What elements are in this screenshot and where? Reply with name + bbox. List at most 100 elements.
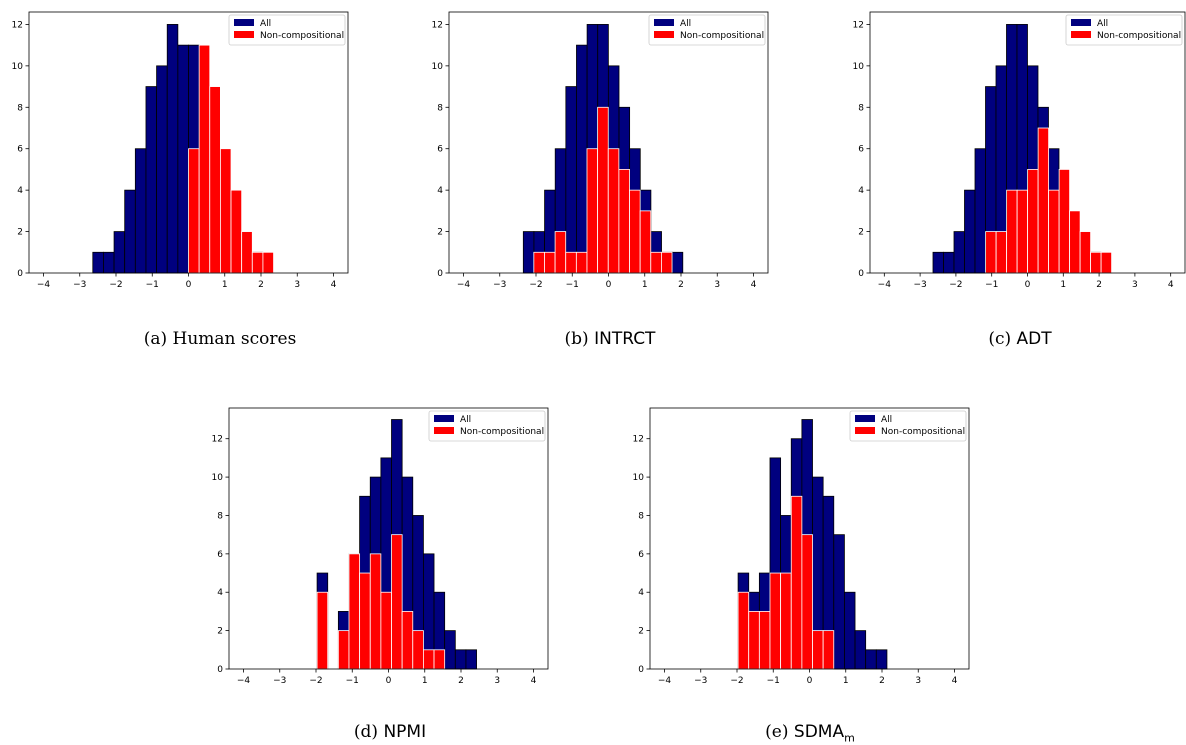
x-tick-label: −4: [237, 676, 251, 686]
histogram-panel-a: −4 −3 −2 −1 0 1 2 3 4 0 2 4 6 8 10 12 All Non-composition…: [0, 0, 360, 300]
legend-label-noncomp: Non-compositional: [260, 31, 344, 41]
x-tick-label: 4: [531, 676, 537, 686]
bar-all: [875, 649, 888, 670]
x-tick-label: 3: [714, 280, 720, 290]
bar-noncomp: [1090, 251, 1102, 274]
bar-noncomp: [790, 495, 803, 670]
bar-noncomp: [1048, 189, 1060, 274]
x-tick-label: 3: [494, 676, 500, 686]
x-tick-label: 2: [1096, 280, 1102, 290]
caption-b: (b) INTRCT: [500, 329, 720, 349]
y-tick-label: 8: [858, 103, 864, 113]
caption-b-name: INTRCT: [594, 329, 656, 349]
bar-all: [454, 649, 467, 670]
y-tick-label: 12: [212, 435, 223, 445]
bar-all: [833, 534, 845, 670]
x-tick-label: −1: [767, 676, 780, 686]
x-tick-label: 0: [386, 676, 392, 686]
bar-noncomp: [1079, 231, 1092, 274]
x-tick-label: 0: [606, 280, 612, 290]
y-tick-label: 12: [432, 20, 443, 30]
legend-swatch-noncomp: [855, 427, 875, 434]
legend-label-noncomp: Non-compositional: [1097, 31, 1181, 41]
x-tick-label: 2: [879, 676, 885, 686]
legend-box: [1065, 14, 1183, 46]
bar-noncomp: [316, 591, 329, 670]
x-tick-label: 1: [222, 280, 228, 290]
x-tick-label: 4: [952, 676, 958, 686]
caption-e: (e) SDMAm: [710, 722, 910, 744]
legend-box: [648, 14, 766, 46]
bar-noncomp: [769, 572, 782, 670]
legend-box: [428, 410, 546, 442]
legend-label-all: All: [260, 19, 271, 29]
y-tick-label: 8: [638, 511, 644, 521]
bar-all: [865, 649, 877, 670]
y-tick-label: 10: [432, 62, 444, 72]
bar-noncomp: [650, 251, 662, 274]
legend-label-all: All: [881, 415, 892, 425]
caption-b-label: (b): [564, 329, 589, 349]
legend-swatch-noncomp: [434, 427, 454, 434]
bar-all: [844, 591, 856, 670]
x-tick-label: 3: [294, 280, 300, 290]
bar-all: [522, 231, 535, 274]
y-tick-label: 12: [12, 20, 23, 30]
bar-noncomp: [995, 231, 1008, 274]
x-tick-label: 1: [843, 676, 849, 686]
x-tick-label: −3: [273, 676, 286, 686]
bar-noncomp: [618, 169, 630, 274]
caption-e-label: (e): [765, 722, 789, 742]
bar-noncomp: [369, 553, 382, 670]
x-tick-label: −1: [346, 676, 359, 686]
x-tick-label: −1: [985, 280, 998, 290]
bar-noncomp: [348, 553, 361, 670]
legend-label-all: All: [460, 415, 471, 425]
y-tick-label: 0: [638, 665, 644, 675]
bar-noncomp: [1069, 210, 1081, 274]
bar-noncomp: [241, 231, 253, 274]
histogram-panel-c: −4 −3 −2 −1 0 1 2 3 4 0 2 4 6 8 10 12 All Non-composition…: [841, 0, 1186, 300]
y-tick-label: 8: [217, 511, 223, 521]
histogram-d-plot: −4 −3 −2 −1 0 1 2 3 4024681012AllNon-composition…: [212, 407, 549, 686]
bar-noncomp: [748, 611, 760, 670]
bar-all: [134, 148, 147, 274]
bar-noncomp: [423, 649, 435, 670]
caption-d-label: (d): [353, 722, 379, 742]
bar-noncomp: [1006, 189, 1018, 274]
y-tick-label: 0: [17, 269, 23, 279]
x-tick-label: −2: [730, 676, 743, 686]
x-tick-label: −1: [146, 280, 159, 290]
legend-swatch-all: [654, 19, 674, 26]
y-tick-label: 2: [217, 627, 223, 637]
bar-noncomp: [359, 572, 371, 670]
legend-label-noncomp: Non-compositional: [680, 31, 764, 41]
y-tick-label: 10: [853, 62, 865, 72]
caption-a: (a) Human scores: [110, 329, 330, 349]
x-tick-label: −4: [878, 280, 892, 290]
y-tick-label: 6: [217, 550, 223, 560]
x-tick-label: −2: [109, 280, 122, 290]
legend-label-all: All: [680, 19, 691, 29]
bar-noncomp: [812, 630, 824, 670]
y-tick-label: 2: [858, 228, 864, 238]
legend-swatch-noncomp: [234, 31, 254, 38]
bar-noncomp: [391, 534, 403, 670]
y-tick-label: 10: [633, 473, 645, 483]
bar-noncomp: [801, 534, 813, 670]
y-tick-label: 8: [17, 103, 23, 113]
bar-noncomp: [251, 251, 264, 274]
bar-all: [953, 231, 965, 274]
histogram-e-plot: −4 −3 −2 −1 0 1 2 3 4024681012AllNon-composition…: [633, 407, 970, 686]
bar-noncomp: [219, 148, 232, 274]
bar-all: [103, 251, 115, 274]
legend-swatch-noncomp: [654, 31, 674, 38]
bar-noncomp: [629, 189, 641, 274]
legend-box: [849, 410, 967, 442]
x-tick-label: 4: [751, 280, 757, 290]
legend-swatch-all: [434, 415, 454, 422]
caption-c-name: ADT: [1016, 329, 1052, 349]
caption-d: (d) NPMI: [290, 722, 490, 742]
bar-all: [576, 44, 588, 274]
